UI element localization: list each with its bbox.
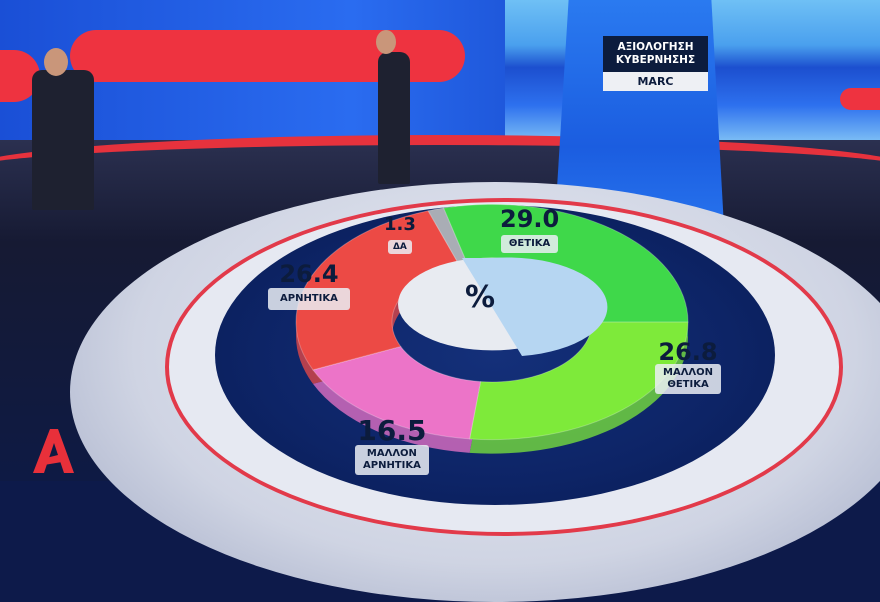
poll-title-card: ΑΞΙΟΛΟΓΗΣΗ ΚΥΒΕΡΝΗΣΗΣ MARC — [603, 36, 708, 91]
floor-stripe — [0, 135, 880, 225]
presenter-left — [32, 70, 94, 210]
donut-hole-highlight — [462, 257, 608, 356]
channel-logo — [33, 429, 74, 473]
label-da: 1.3 ΔΑ — [384, 214, 416, 254]
label-mallon-arnitika: 16.5 ΜΑΛΛΟΝ ΑΡΝΗΤΙΚΑ — [355, 417, 429, 475]
label-thetika: 29.0 ΘΕΤΙΚΑ — [500, 207, 559, 253]
studio-red-bar — [840, 88, 880, 110]
donut-chart — [295, 203, 689, 454]
presenter-left-head — [44, 48, 68, 76]
presenter-right-head — [376, 30, 396, 54]
label-mallon-thetika: 26.8 ΜΑΛΛΟΝ ΘΕΤΙΚΑ — [655, 340, 722, 394]
presenter-right — [378, 52, 410, 184]
slice-arnitika — [295, 210, 461, 371]
center-label: % — [465, 280, 496, 315]
slice-mallon-arnitika — [312, 345, 482, 440]
poll-title: ΑΞΙΟΛΟΓΗΣΗ ΚΥΒΕΡΝΗΣΗΣ — [603, 36, 708, 72]
poll-source: MARC — [603, 72, 708, 91]
label-arnitika: 26.4 ΑΡΝΗΤΙΚΑ — [268, 262, 350, 310]
